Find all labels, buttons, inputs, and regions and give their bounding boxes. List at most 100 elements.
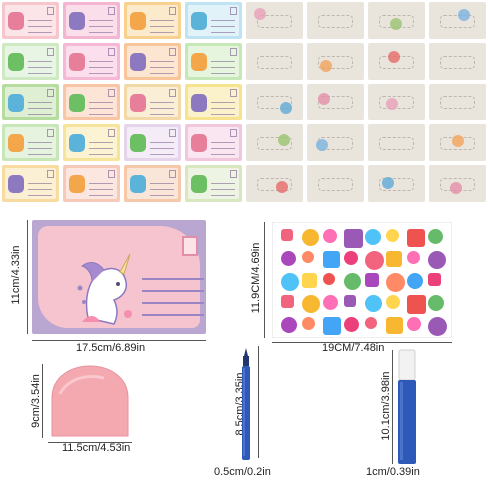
scraper-width-line — [48, 442, 132, 443]
address-line — [150, 142, 174, 144]
marker-pen-icon — [242, 348, 250, 460]
address-line — [89, 101, 113, 103]
address-line — [211, 60, 235, 62]
illustration-icon — [130, 12, 146, 30]
postcard-width-label: 17.5cm/6.89in — [76, 342, 146, 354]
illustration-icon — [8, 12, 24, 30]
postcard-thumbnail — [124, 124, 181, 162]
address-line — [150, 183, 174, 185]
illustration-icon — [8, 93, 24, 112]
sticker — [407, 251, 420, 264]
postcard-thumbnail — [2, 165, 59, 202]
sticker — [407, 295, 426, 314]
postcard-thumbnail — [185, 165, 242, 202]
scratch-page-thumbnail — [307, 83, 364, 121]
address-line — [89, 183, 113, 185]
address-line — [150, 101, 174, 103]
sticker-width-line — [272, 342, 452, 343]
address-line — [28, 60, 52, 62]
address-line — [211, 142, 235, 144]
illustration-icon — [8, 52, 24, 71]
address-line — [89, 142, 113, 144]
postcard-height-line — [27, 220, 28, 334]
sticker — [428, 273, 441, 286]
scratch-page-grid — [246, 2, 486, 202]
sticker — [386, 317, 403, 334]
address-line — [89, 154, 113, 156]
postcard-thumbnail — [185, 124, 242, 162]
illustration-icon — [130, 52, 146, 71]
sticker — [323, 317, 341, 335]
outline-drawing — [257, 137, 292, 151]
stamp-icon — [169, 7, 176, 15]
doodle-icon — [450, 182, 462, 195]
address-line — [89, 195, 113, 197]
postcard-face — [38, 226, 204, 328]
address-line — [89, 189, 113, 191]
postcard-thumbnail — [124, 2, 181, 39]
doodle-icon — [280, 101, 292, 114]
scratch-page-thumbnail — [307, 165, 364, 202]
address-line — [211, 195, 235, 197]
stamp-icon — [230, 88, 237, 97]
stamp-icon — [47, 129, 54, 138]
address-line — [150, 26, 174, 27]
scraper-height-line — [42, 364, 43, 438]
scratch-page-thumbnail — [246, 124, 303, 162]
sticker-height-line — [264, 222, 265, 338]
address-line — [211, 66, 235, 68]
address-line — [211, 154, 235, 156]
address-line — [211, 72, 235, 74]
sticker — [344, 251, 358, 265]
address-line — [89, 148, 113, 150]
sticker — [302, 317, 315, 330]
address-line — [28, 32, 52, 33]
address-line — [150, 113, 174, 115]
scratch-page-thumbnail — [429, 42, 486, 80]
address-line — [28, 26, 52, 27]
address-line — [150, 189, 174, 191]
outline-drawing — [318, 178, 353, 191]
scratch-page-thumbnail — [368, 83, 425, 121]
outline-drawing — [257, 96, 292, 110]
stamp-icon — [47, 47, 54, 56]
sticker — [281, 229, 293, 241]
address-line — [28, 183, 52, 185]
doodle-icon — [390, 18, 402, 30]
address-line — [28, 142, 52, 144]
sticker — [344, 229, 363, 248]
postcard-thumbnail — [63, 165, 120, 202]
address-line — [150, 32, 174, 33]
sticker — [281, 273, 299, 291]
postcard-thumbnail — [185, 42, 242, 80]
scratch-page-thumbnail — [246, 42, 303, 80]
scratch-page-thumbnail — [368, 42, 425, 80]
address-line — [150, 60, 174, 62]
postcard-thumbnail — [2, 124, 59, 162]
address-line — [28, 66, 52, 68]
doodle-icon — [320, 59, 332, 72]
doodle-icon — [452, 135, 464, 148]
marker-pen-icon — [398, 349, 416, 464]
thin-pen-width-label: 0.5cm/0.2in — [214, 466, 271, 478]
sticker — [323, 273, 335, 285]
address-line — [211, 183, 235, 185]
stamp-icon — [230, 7, 237, 15]
address-line — [142, 302, 204, 304]
address-line — [89, 66, 113, 68]
thin-pen-length-line — [258, 346, 259, 458]
stamp-icon — [108, 7, 115, 15]
scratch-page-thumbnail — [307, 124, 364, 162]
illustration-icon — [130, 134, 146, 153]
doodle-icon — [318, 92, 330, 105]
sticker — [428, 317, 447, 336]
address-line — [142, 278, 204, 280]
scraper-tool-icon — [51, 365, 129, 437]
stamp-icon — [169, 170, 176, 179]
address-line — [150, 20, 174, 21]
address-line — [89, 113, 113, 115]
doodle-icon — [254, 8, 266, 20]
scraper-height-label: 9cm/3.54in — [30, 374, 42, 428]
sticker — [386, 295, 400, 309]
sticker — [407, 317, 421, 331]
